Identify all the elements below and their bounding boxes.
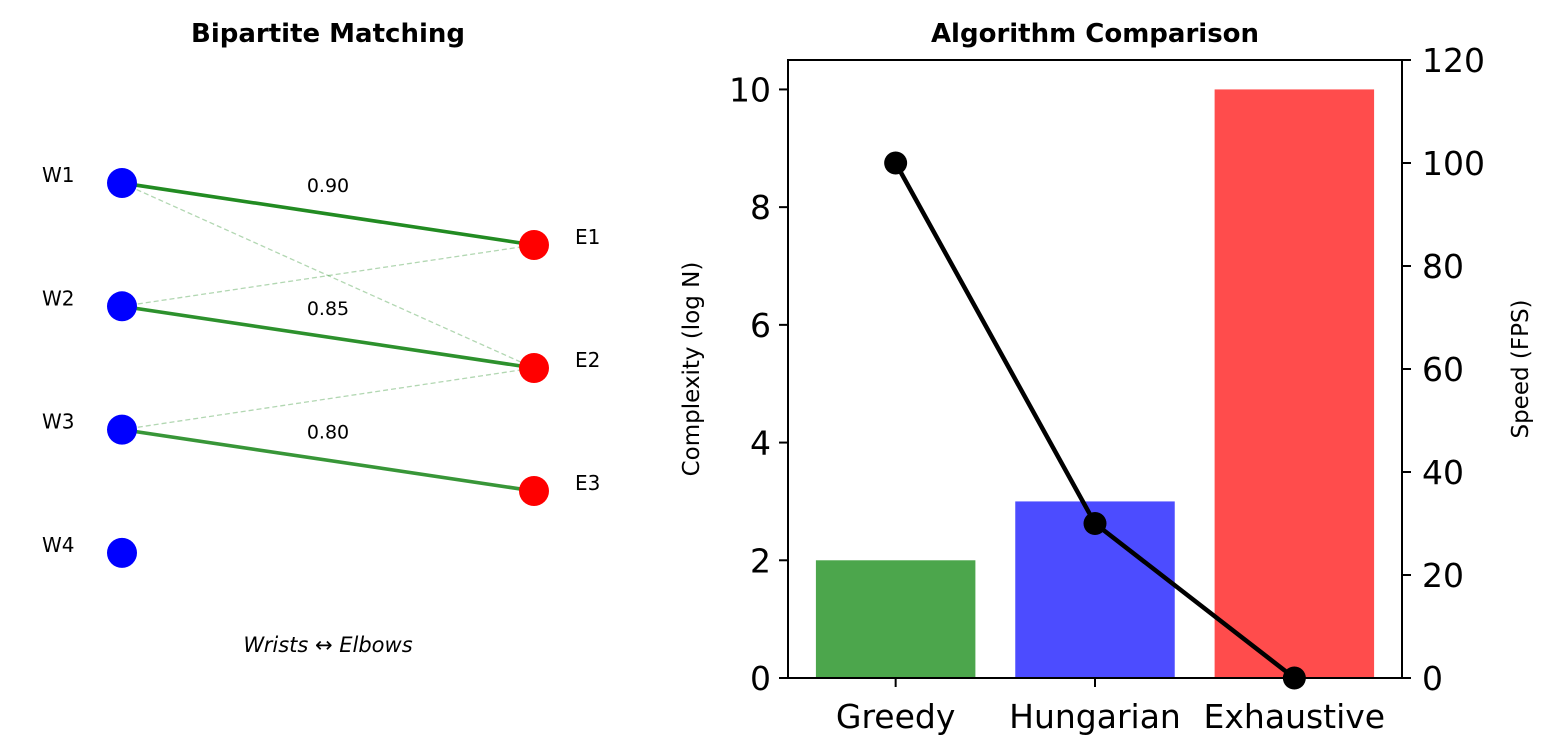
y2-tick-label: 120 — [1422, 41, 1485, 80]
y2-tick-label: 100 — [1422, 144, 1485, 183]
bar-exhaustive — [1214, 89, 1375, 678]
y2-axis-label: Speed (FPS) — [1508, 299, 1534, 438]
elbow-node — [519, 230, 549, 260]
wrist-node-label: W2 — [42, 286, 75, 310]
y2-tick-label: 0 — [1422, 659, 1443, 698]
matched-edge — [121, 181, 535, 247]
x-tick-label: Hungarian — [1009, 697, 1181, 736]
elbow-node-label: E3 — [575, 471, 600, 495]
elbow-node — [519, 476, 549, 506]
y2-tick-label: 40 — [1422, 453, 1464, 492]
speed-point-greedy — [884, 151, 908, 175]
algorithm-comparison-chart: Algorithm Comparison 0 2 4 6 8 10 0 20 40 60 80 10… — [679, 19, 1534, 736]
y-axis-label: Complexity (log N) — [679, 262, 705, 477]
y-tick-label: 6 — [750, 306, 771, 345]
bipartite-title: Bipartite Matching — [191, 19, 465, 49]
elbow-node-label: E2 — [575, 348, 600, 372]
chart-title: Algorithm Comparison — [931, 19, 1259, 49]
candidate-edge — [121, 367, 535, 431]
candidate-edges — [121, 182, 535, 431]
matched-edge — [121, 427, 535, 493]
edge-weight-label: 0.80 — [307, 421, 349, 443]
left-y-axis: 0 2 4 6 8 10 — [729, 70, 788, 698]
y-tick-label: 0 — [750, 659, 771, 698]
y2-tick-label: 80 — [1422, 247, 1464, 286]
wrist-node-label: W1 — [42, 163, 75, 187]
wrist-node — [107, 168, 137, 198]
wrist-node — [107, 414, 137, 445]
y-tick-label: 10 — [729, 70, 771, 109]
bars — [815, 89, 1375, 678]
wrist-node — [107, 537, 137, 568]
graph-nodes: W1 W2 W3 W4 E1 E2 E3 — [42, 163, 600, 568]
y2-tick-label: 20 — [1422, 556, 1464, 595]
x-axis: Greedy Hungarian Exhaustive — [836, 678, 1385, 736]
candidate-edge — [121, 244, 535, 307]
bipartite-panel: Bipartite Matching 0.90 0.85 0.80 W1 W2 W3 W4… — [42, 19, 600, 657]
x-tick-label: Greedy — [836, 697, 956, 736]
y-tick-label: 8 — [750, 188, 771, 227]
wrist-node-label: W3 — [42, 410, 75, 434]
y2-tick-label: 60 — [1422, 350, 1464, 389]
elbow-node — [519, 353, 549, 383]
edge-weight-label: 0.90 — [307, 175, 349, 197]
wrist-node — [107, 291, 137, 322]
right-y-axis: 0 20 40 60 80 100 120 — [1402, 41, 1485, 698]
bar-greedy — [815, 560, 976, 678]
edge-weight-label: 0.85 — [307, 298, 349, 320]
y-tick-label: 2 — [750, 541, 771, 580]
candidate-edge — [121, 182, 535, 369]
wrist-node-label: W4 — [42, 533, 75, 557]
speed-line — [884, 151, 1306, 690]
matched-edges: 0.90 0.85 0.80 — [121, 175, 535, 493]
speed-point-hungarian — [1083, 512, 1107, 535]
elbow-node-label: E1 — [575, 225, 600, 249]
bipartite-caption: Wrists ↔ Elbows — [243, 633, 412, 657]
y-tick-label: 4 — [750, 424, 771, 463]
matched-edge — [121, 304, 535, 370]
x-tick-label: Exhaustive — [1204, 697, 1386, 736]
